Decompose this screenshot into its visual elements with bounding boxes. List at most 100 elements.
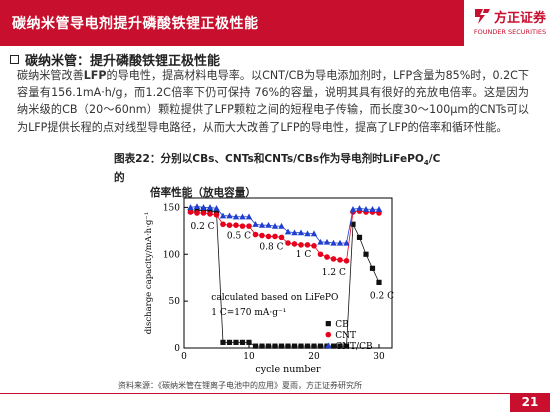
data-point-cnt-cb xyxy=(278,222,285,229)
data-point-cnt xyxy=(343,258,350,264)
data-point-cnt-cb xyxy=(258,221,266,228)
data-point-cnt xyxy=(317,251,324,258)
x-tick-label: 30 xyxy=(373,352,385,362)
chart-svg: 0 10 20 30 0 50 100 150 cycle number discharge ca… xyxy=(144,197,394,375)
data-point-cb xyxy=(246,339,252,345)
data-point-cnt xyxy=(324,254,330,260)
caption-line-1-end: /C的 xyxy=(114,153,441,185)
data-point-cb xyxy=(278,343,285,349)
x-tick-label: 20 xyxy=(308,352,320,362)
chart-annotation: 0.5 C xyxy=(227,231,251,241)
data-point-cb xyxy=(376,279,382,285)
data-point-cnt-cb xyxy=(375,206,383,212)
caption-line-2: 倍率性能（放电容量） xyxy=(150,187,256,200)
data-point-cnt xyxy=(194,210,200,216)
chart-annotation: 1.2 C xyxy=(322,268,346,278)
data-point-cnt-cb xyxy=(369,206,376,212)
data-point-cnt-cb xyxy=(356,205,363,211)
caption-subscript: 4 xyxy=(423,159,429,168)
data-point-cnt-cb xyxy=(187,204,194,210)
data-point-cnt-cb xyxy=(284,228,292,235)
data-point-cnt xyxy=(239,223,246,229)
data-point-cnt-cb xyxy=(297,229,305,236)
chart-annotation: 0.8 C xyxy=(259,243,283,253)
data-point-cb xyxy=(343,343,350,349)
founder-securities-logo: 方正证券 FOUNDER SECURITIES xyxy=(472,4,548,44)
legend-marker-cnt xyxy=(325,331,332,338)
data-point-cb xyxy=(272,343,278,349)
data-point-cnt xyxy=(200,210,207,216)
y-tick-label: 150 xyxy=(163,203,180,213)
data-point-cnt-cb xyxy=(343,239,350,246)
data-point-cb xyxy=(207,208,213,214)
data-point-cnt-cb xyxy=(330,239,337,246)
data-point-cb xyxy=(259,343,265,349)
logo-english-name: FOUNDER SECURITIES xyxy=(473,28,547,36)
data-point-cnt-cb xyxy=(232,213,240,220)
paragraph-bold-lfp: LFP xyxy=(83,69,107,82)
data-point-cnt xyxy=(330,256,337,262)
data-point-cb xyxy=(285,343,291,349)
data-point-cnt xyxy=(246,223,252,229)
page-number: 21 xyxy=(521,395,539,409)
data-point-cnt-cb xyxy=(265,221,272,228)
chart-annotation: 1 C xyxy=(296,250,312,260)
data-point-cb xyxy=(213,209,220,215)
data-point-cnt-cb xyxy=(219,212,227,219)
chart-annotation: 0.2 C xyxy=(370,291,394,301)
chart-annotation: 0.2 C xyxy=(191,222,215,232)
data-point-cb xyxy=(330,343,337,349)
data-point-cb xyxy=(200,207,207,213)
data-point-cb xyxy=(311,343,317,349)
data-point-cnt-cb xyxy=(271,222,279,229)
data-point-cnt xyxy=(278,234,285,241)
x-tick-label: 0 xyxy=(181,352,187,362)
data-point-cnt xyxy=(285,240,291,246)
data-point-cnt-cb xyxy=(245,213,253,220)
data-point-cnt-cb xyxy=(206,204,214,210)
chart-annotation: 1 C=170 mA·g⁻¹ xyxy=(211,308,286,318)
logo-chinese-name: 方正证券 xyxy=(494,11,547,26)
footer-rule xyxy=(0,393,550,394)
paragraph-part-2: 的导电性，提高材料电导率。以CNT/CB为导电添加剂时，LFP含量为85%时，0… xyxy=(17,69,529,134)
legend-label-cb: CB xyxy=(335,320,349,330)
data-point-cnt-cb xyxy=(291,229,298,236)
data-point-cnt xyxy=(233,222,239,228)
data-point-cb xyxy=(363,251,369,257)
data-point-cnt xyxy=(220,221,226,228)
section-heading: 碳纳米管：提升磷酸铁锂正极性能 xyxy=(10,50,220,69)
data-point-cnt-cb xyxy=(193,203,201,210)
title-bar: 碳纳米管导电剂提升磷酸铁锂正极性能 xyxy=(0,0,464,46)
data-point-cb xyxy=(369,265,376,271)
data-point-cb xyxy=(291,343,298,349)
data-point-cnt xyxy=(272,233,278,240)
data-point-cnt xyxy=(298,242,304,248)
y-axis-label: discharge capacity/mA·h·g⁻¹ xyxy=(144,212,154,334)
data-point-cb xyxy=(356,234,363,240)
data-point-cnt-cb xyxy=(310,230,318,237)
data-point-cb xyxy=(337,343,343,349)
data-point-cnt-cb xyxy=(239,213,246,220)
rate-performance-chart: 0 10 20 30 0 50 100 150 cycle number discharge ca… xyxy=(142,186,404,378)
legend-marker-cnt-cb xyxy=(325,342,332,349)
y-tick-label: 100 xyxy=(163,250,180,260)
data-point-cnt-cb xyxy=(336,239,344,246)
caption-line-1: 图表22：分别以CBs、CNTs和CNTs/CBs作为导电剂时LiFePO xyxy=(114,153,424,165)
data-point-cnt xyxy=(252,231,259,238)
data-point-cnt-cb xyxy=(317,238,324,245)
checkbox-bullet-icon xyxy=(10,55,19,64)
data-point-cnt-cb xyxy=(349,206,357,212)
data-point-cnt xyxy=(337,257,343,263)
data-point-cnt xyxy=(291,241,298,247)
data-point-cnt-cb xyxy=(304,230,311,237)
data-point-cnt-cb xyxy=(252,221,259,227)
data-point-cb xyxy=(304,343,311,349)
figure-source: 资料来源：《碳纳米管在锂离子电池中的应用》夏雨，方正证券研究所 xyxy=(118,381,362,390)
founder-logo-icon xyxy=(475,9,490,24)
data-point-cb xyxy=(252,343,259,349)
x-tick-label: 10 xyxy=(243,352,255,362)
section-title: 碳纳米管：提升磷酸铁锂正极性能 xyxy=(25,54,221,69)
data-point-cb xyxy=(265,343,272,349)
series-line-cb xyxy=(190,209,380,347)
data-point-cb xyxy=(226,339,233,345)
